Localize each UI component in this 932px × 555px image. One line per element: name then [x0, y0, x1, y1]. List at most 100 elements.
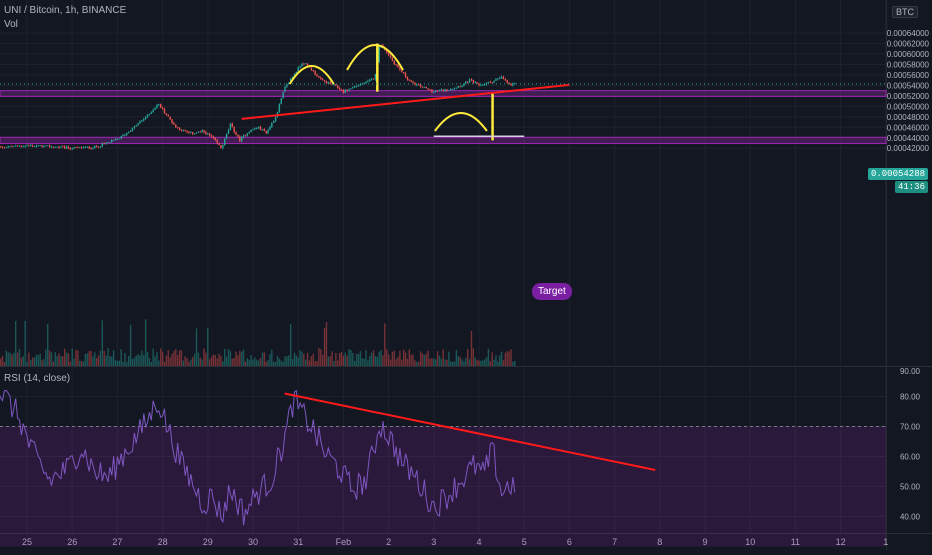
candle-body	[192, 132, 194, 134]
volume-bar	[95, 357, 98, 366]
candle-countdown-tag: 41:36	[894, 181, 928, 193]
y-tick-label: 0.00052000	[887, 92, 930, 101]
candle-body	[342, 89, 345, 93]
volume-bar	[412, 354, 414, 366]
candle-body	[18, 145, 21, 147]
candle-body	[133, 126, 136, 128]
volume-bar	[203, 348, 205, 366]
volume-bar	[56, 355, 58, 366]
volume-bar	[90, 350, 92, 366]
head-arc	[346, 44, 404, 71]
volume-bar	[207, 327, 209, 366]
candle-body	[419, 84, 422, 87]
x-tick-label: 8	[657, 537, 662, 547]
volume-bar	[120, 349, 122, 366]
x-tick-label: 7	[612, 537, 617, 547]
volume-bar	[7, 352, 9, 366]
candle-body	[455, 87, 458, 89]
candle-body	[369, 79, 371, 81]
rsi-y-tick-label: 80.00	[900, 393, 921, 402]
candle-body	[352, 87, 354, 89]
volume-bar	[131, 358, 134, 366]
volume-bar	[354, 360, 356, 366]
volume-bar	[109, 355, 111, 366]
candle-body	[161, 107, 164, 110]
candle-body	[52, 146, 55, 148]
volume-bar	[478, 360, 480, 366]
volume-bar	[291, 359, 294, 366]
x-tick-label: 12	[836, 537, 846, 547]
x-tick-label: 26	[67, 537, 77, 547]
volume-bar	[128, 356, 130, 366]
volume-bar	[237, 355, 239, 366]
candle-body	[114, 139, 117, 141]
volume-bar	[468, 359, 471, 366]
candle-body	[182, 129, 185, 131]
volume-bar	[112, 350, 115, 366]
candle-body	[176, 126, 179, 128]
candle-body	[15, 145, 17, 147]
candle-body	[274, 116, 277, 122]
volume-bar	[82, 361, 85, 366]
candle-body	[207, 133, 209, 135]
rsi-y-tick-label: 90.00	[900, 367, 921, 376]
candle-body	[254, 128, 256, 130]
candle-body	[321, 79, 324, 81]
candle-body	[451, 88, 454, 90]
candle-body	[112, 140, 115, 141]
candle-body	[446, 89, 448, 91]
candle-body	[310, 67, 313, 71]
candle-body	[372, 78, 375, 80]
volume-bar	[263, 352, 265, 366]
volume-bar	[225, 356, 228, 366]
volume-bar	[418, 361, 420, 366]
candle-body	[467, 81, 469, 83]
candle-body	[440, 89, 443, 91]
volume-bar	[80, 361, 83, 366]
x-tick-label: 3	[431, 537, 436, 547]
candle-body	[233, 126, 235, 133]
candle-body	[291, 76, 294, 79]
volume-bar	[144, 319, 147, 366]
candle-body	[5, 147, 7, 149]
volume-bar	[182, 360, 185, 366]
volume-bar	[308, 360, 311, 366]
volume-group	[0, 319, 516, 366]
candle-body	[43, 145, 45, 148]
candle-body	[30, 145, 32, 147]
volume-bar	[97, 355, 100, 366]
candle-body	[402, 72, 405, 74]
y-tick-label: 0.00058000	[887, 60, 930, 69]
volume-bar	[171, 353, 173, 366]
volume-bar	[512, 361, 514, 366]
candle-body	[297, 67, 299, 72]
candle-body	[180, 129, 183, 131]
volume-bar	[500, 351, 503, 366]
volume-bar	[406, 358, 409, 366]
volume-bar	[376, 356, 378, 366]
candle-body	[337, 85, 339, 89]
candle-body	[47, 145, 49, 147]
volume-bar	[427, 350, 429, 366]
currency-badge[interactable]: BTC	[892, 6, 918, 18]
candle-body	[3, 147, 6, 149]
volume-bar	[16, 352, 19, 366]
volume-bar	[423, 355, 426, 366]
volume-bar	[344, 352, 346, 366]
candle-body	[224, 138, 226, 145]
volume-bar	[410, 354, 412, 366]
candle-body	[350, 88, 352, 90]
candle-body	[197, 131, 200, 133]
candle-body	[399, 67, 401, 70]
candle-body	[382, 44, 384, 47]
candle-body	[175, 124, 177, 127]
volume-bar	[62, 356, 64, 366]
volume-bar	[137, 354, 139, 366]
volume-bar	[401, 359, 403, 366]
volume-bar	[3, 361, 6, 366]
candle-body	[148, 113, 151, 115]
volume-bar	[495, 355, 497, 366]
volume-bar	[126, 361, 128, 366]
candle-body	[237, 134, 239, 137]
candle-body	[45, 145, 47, 147]
